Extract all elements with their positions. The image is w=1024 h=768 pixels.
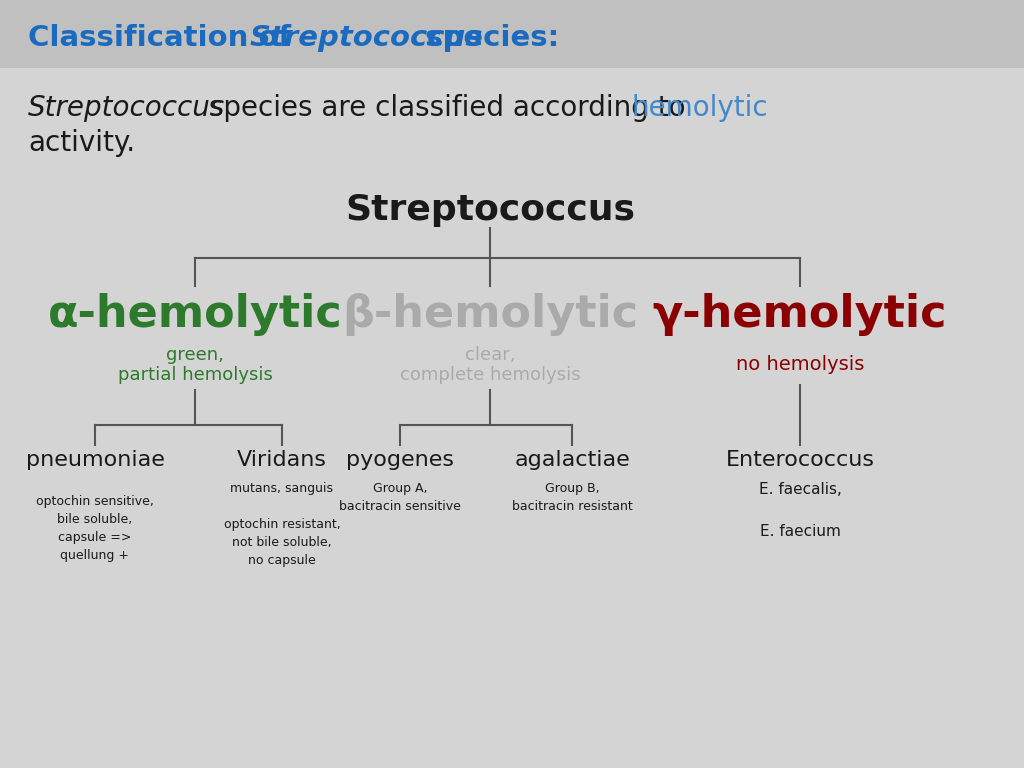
Text: pneumoniae: pneumoniae	[26, 450, 165, 470]
Text: agalactiae: agalactiae	[514, 450, 630, 470]
Text: E. faecalis,

E. faecium: E. faecalis, E. faecium	[759, 482, 842, 539]
Text: Viridans: Viridans	[237, 450, 327, 470]
Bar	[0, 0, 1024, 68]
Text: green,: green,	[166, 346, 224, 364]
Text: Group B,
bacitracin resistant: Group B, bacitracin resistant	[512, 482, 633, 513]
Text: species:: species:	[415, 24, 559, 52]
Text: Classification of: Classification of	[28, 24, 301, 52]
Text: pyogenes: pyogenes	[346, 450, 454, 470]
Text: Streptococcus: Streptococcus	[28, 94, 225, 122]
Text: no hemolysis: no hemolysis	[736, 356, 864, 375]
Text: γ-hemolytic: γ-hemolytic	[652, 293, 947, 336]
Text: Streptococcus: Streptococcus	[345, 193, 635, 227]
Text: complete hemolysis: complete hemolysis	[399, 366, 581, 384]
Text: α-hemolytic: α-hemolytic	[48, 293, 342, 336]
Text: hemolytic: hemolytic	[632, 94, 769, 122]
Text: species are classified according to: species are classified according to	[200, 94, 694, 122]
Text: activity.: activity.	[28, 129, 135, 157]
Text: mutans, sanguis

optochin resistant,
not bile soluble,
no capsule: mutans, sanguis optochin resistant, not …	[223, 482, 340, 567]
Text: β-hemolytic: β-hemolytic	[342, 293, 638, 336]
Text: Enterococcus: Enterococcus	[725, 450, 874, 470]
Text: Group A,
bacitracin sensitive: Group A, bacitracin sensitive	[339, 482, 461, 513]
Text: clear,: clear,	[465, 346, 515, 364]
Text: partial hemolysis: partial hemolysis	[118, 366, 272, 384]
Text: Streptococcus: Streptococcus	[250, 24, 483, 52]
Text: optochin sensitive,
bile soluble,
capsule =>
quellung +: optochin sensitive, bile soluble, capsul…	[36, 495, 154, 562]
